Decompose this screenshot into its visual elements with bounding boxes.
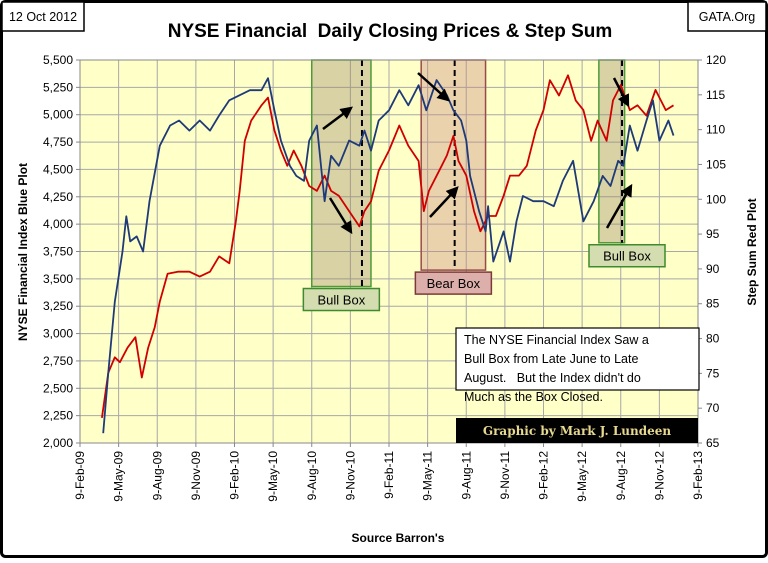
source-site-label: GATA.Org: [699, 10, 756, 24]
blue-index-line: [102, 77, 675, 434]
y-right-tick-label: 110: [706, 123, 725, 137]
tick-labels: 2,000 2,250 2,500 2,750 3,000 3,250 3,500 3,750…: [43, 53, 726, 502]
y-left-tick-label: 5,000: [43, 108, 73, 122]
date-box: 12 Oct 2012: [1, 1, 85, 32]
x-tick-label: 9-Feb-12: [537, 451, 551, 500]
x-tick-label: 9-Nov-10: [343, 451, 357, 501]
series-lines: [101, 74, 675, 434]
arrow-up-bull2: [605, 183, 633, 229]
y-right-tick-label: 100: [706, 192, 726, 206]
date-label: 12 Oct 2012: [9, 10, 77, 24]
x-tick-label: 9-May-09: [112, 451, 126, 502]
y-left-tick-label: 3,250: [43, 299, 73, 313]
y-left-tick-label: 2,250: [43, 409, 73, 423]
arrow-down-bull1: [328, 197, 353, 235]
y-left-tick-label: 4,250: [43, 190, 73, 204]
box-labels: Bull Box Bear Box Bull Box: [302, 243, 666, 312]
source-site-box: GATA.Org: [687, 1, 767, 32]
x-tick-label: 9-Nov-12: [652, 451, 666, 501]
x-tick-label: 9-Aug-09: [150, 451, 164, 501]
annotation-arrows: [322, 72, 633, 235]
red-step-sum-line: [101, 74, 674, 419]
y-right-tick-label: 65: [706, 436, 720, 450]
y-left-tick-label: 2,500: [43, 381, 73, 395]
arrow-down-bull2: [612, 77, 630, 108]
x-tick-label: 9-Aug-12: [614, 451, 628, 501]
note-line: August. But the Index didn't do: [464, 371, 641, 385]
y-axis-left-title: NYSE Financial Index Blue Plot: [16, 163, 30, 341]
y-left-tick-label: 3,500: [43, 272, 73, 286]
y-right-tick-label: 70: [706, 401, 720, 415]
bear-box-label-bg: [414, 271, 493, 295]
bull-box-label: Bull Box: [318, 293, 366, 308]
y-right-tick-label: 90: [706, 262, 720, 276]
bull-box-label: Bull Box: [603, 249, 651, 264]
x-tick-label: 9-Feb-13: [691, 451, 705, 500]
note-line: The NYSE Financial Index Saw a: [464, 333, 649, 347]
y-right-tick-label: 75: [706, 366, 720, 380]
y-left-tick-label: 5,250: [43, 80, 73, 94]
bear-box-region: [420, 59, 487, 271]
x-tick-label: 9-May-12: [575, 451, 589, 502]
bear-box-label: Bear Box: [427, 276, 481, 291]
note-line: Much as the Box Closed.: [464, 390, 603, 404]
arrow-up-bull1: [322, 106, 353, 130]
chart-title: NYSE Financial Daily Closing Prices & St…: [168, 21, 613, 42]
x-axis-title: Source Barron's: [352, 531, 445, 545]
credit-bar: Graphic by Mark J. Lundeen: [456, 418, 698, 443]
y-left-tick-label: 2,000: [43, 436, 73, 450]
y-right-tick-label: 85: [706, 297, 720, 311]
y-left-tick-label: 5,500: [43, 53, 73, 67]
y-right-tick-label: 115: [706, 88, 725, 102]
x-tick-label: 9-Feb-10: [228, 451, 242, 500]
x-tick-label: 9-May-11: [421, 451, 435, 501]
x-tick-label: 9-Feb-09: [73, 451, 87, 500]
x-tick-label: 9-Feb-11: [382, 451, 396, 499]
x-tick-label: 9-Nov-11: [498, 451, 512, 500]
x-tick-label: 9-Aug-10: [305, 451, 319, 501]
note-box: The NYSE Financial Index Saw a Bull Box …: [455, 327, 700, 404]
credit-text: Graphic by Mark J. Lundeen: [483, 424, 672, 438]
arrow-down-bear: [417, 72, 450, 102]
x-tick-label: 9-Aug-11: [459, 451, 473, 500]
y-left-tick-label: 3,000: [43, 327, 73, 341]
y-right-tick-label: 80: [706, 332, 720, 346]
y-right-tick-label: 95: [706, 227, 720, 241]
bull-box-label-bg: [588, 243, 666, 268]
y-right-tick-label: 120: [706, 53, 726, 67]
x-tick-label: 9-May-10: [266, 451, 280, 502]
x-tick-label: 9-Nov-09: [189, 451, 203, 501]
y-left-tick-label: 4,750: [43, 135, 73, 149]
y-left-tick-label: 4,500: [43, 162, 73, 176]
y-left-tick-label: 2,750: [43, 354, 73, 368]
y-left-tick-label: 3,750: [43, 245, 73, 259]
bull-box-label-bg: [302, 287, 381, 312]
note-line: Bull Box from Late June to Late: [464, 352, 638, 366]
y-left-tick-label: 4,000: [43, 217, 73, 231]
y-right-tick-label: 105: [706, 157, 726, 171]
arrow-up-bear: [429, 186, 459, 218]
y-axis-right-title: Step Sum Red Plot: [745, 198, 759, 305]
